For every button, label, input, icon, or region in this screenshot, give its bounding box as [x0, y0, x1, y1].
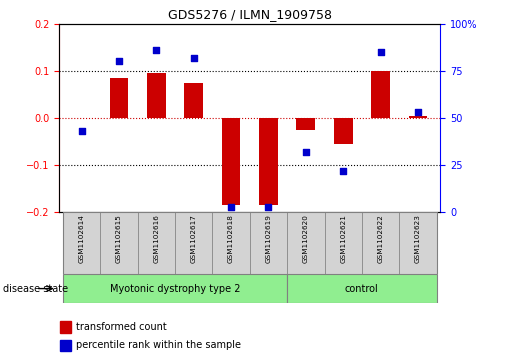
FancyBboxPatch shape	[250, 212, 287, 274]
Bar	[184, 82, 203, 118]
Text: transformed count: transformed count	[76, 322, 166, 332]
Text: GSM1102616: GSM1102616	[153, 214, 159, 263]
Bar	[147, 73, 166, 118]
Point	[376, 49, 385, 55]
FancyBboxPatch shape	[63, 274, 287, 303]
Text: percentile rank within the sample: percentile rank within the sample	[76, 340, 241, 350]
Bar	[297, 118, 315, 130]
Text: control: control	[345, 284, 379, 294]
Title: GDS5276 / ILMN_1909758: GDS5276 / ILMN_1909758	[168, 8, 332, 21]
Point	[78, 128, 86, 134]
Bar	[222, 118, 241, 205]
Bar	[371, 71, 390, 118]
Point	[302, 149, 310, 155]
Bar	[60, 321, 71, 333]
Point	[227, 204, 235, 209]
Bar	[408, 115, 427, 118]
Point	[190, 55, 198, 61]
Text: GSM1102614: GSM1102614	[79, 214, 84, 263]
FancyBboxPatch shape	[362, 212, 399, 274]
Text: GSM1102619: GSM1102619	[265, 214, 271, 263]
Bar	[110, 78, 128, 118]
FancyBboxPatch shape	[100, 212, 138, 274]
Text: disease state: disease state	[3, 284, 67, 294]
Point	[414, 109, 422, 115]
Text: Myotonic dystrophy type 2: Myotonic dystrophy type 2	[110, 284, 241, 294]
Text: GSM1102621: GSM1102621	[340, 214, 346, 263]
Text: GSM1102615: GSM1102615	[116, 214, 122, 263]
Text: GSM1102618: GSM1102618	[228, 214, 234, 263]
FancyBboxPatch shape	[212, 212, 250, 274]
Text: GSM1102623: GSM1102623	[415, 214, 421, 263]
Bar	[259, 118, 278, 205]
Point	[115, 58, 123, 64]
Bar	[60, 340, 71, 351]
FancyBboxPatch shape	[63, 212, 100, 274]
Point	[264, 204, 272, 209]
FancyBboxPatch shape	[324, 212, 362, 274]
FancyBboxPatch shape	[287, 212, 324, 274]
Point	[152, 47, 161, 53]
FancyBboxPatch shape	[399, 212, 437, 274]
FancyBboxPatch shape	[138, 212, 175, 274]
Bar	[334, 118, 353, 144]
Text: GSM1102617: GSM1102617	[191, 214, 197, 263]
Text: GSM1102620: GSM1102620	[303, 214, 309, 263]
FancyBboxPatch shape	[287, 274, 437, 303]
Text: GSM1102622: GSM1102622	[377, 214, 384, 263]
FancyBboxPatch shape	[175, 212, 212, 274]
Point	[339, 168, 347, 174]
